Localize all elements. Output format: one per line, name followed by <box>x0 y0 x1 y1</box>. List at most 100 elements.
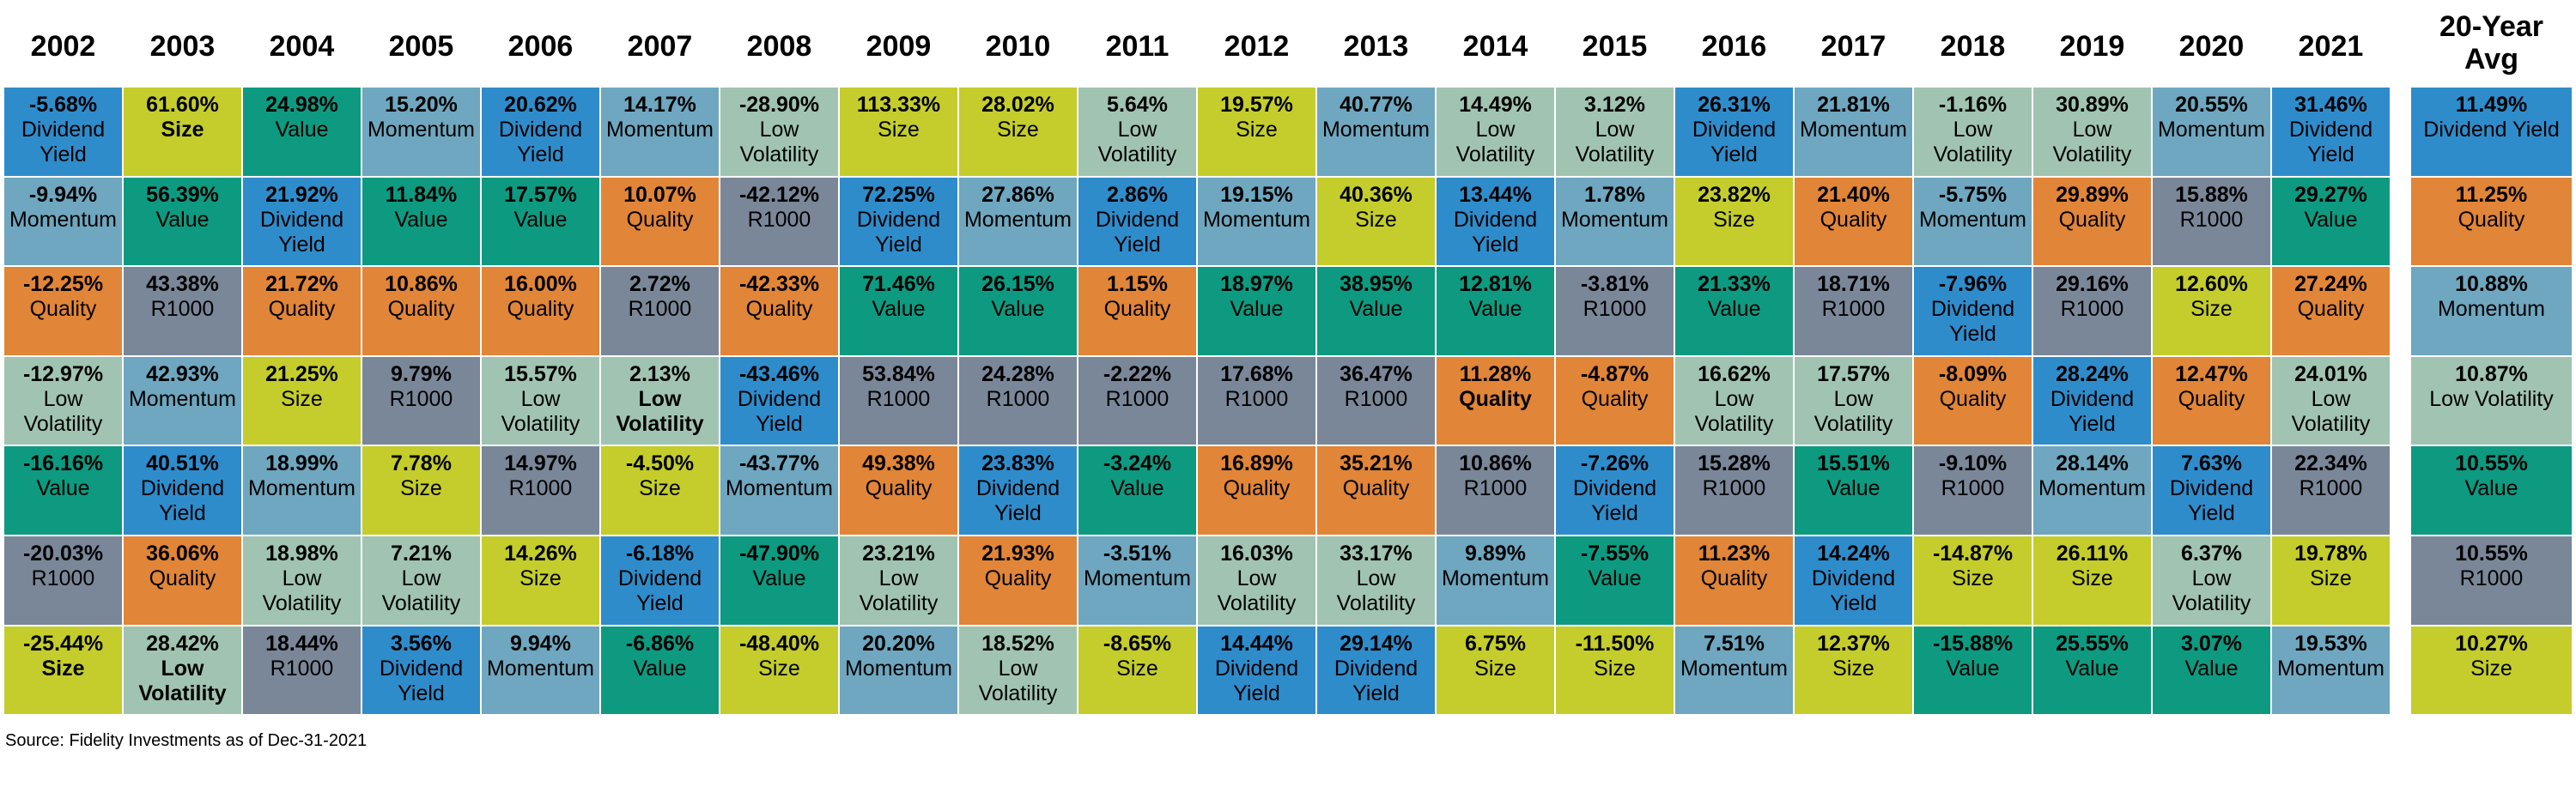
factor-cell: 24.01% Low Volatility <box>2271 355 2391 446</box>
cell-factor: Quality <box>1939 386 2007 411</box>
cell-factor: Size <box>1594 656 1636 681</box>
factor-cell: 14.49% Low Volatility <box>1436 87 1555 177</box>
factor-cell: 43.38% R1000 <box>123 266 242 356</box>
cell-factor: Low Volatility <box>501 386 580 436</box>
cell-value: 15.57% <box>504 361 577 386</box>
cell-value: 36.47% <box>1340 361 1413 386</box>
factor-cell: 5.64% Low Volatility <box>1078 87 1197 177</box>
factor-cell: -4.87% Quality <box>1555 355 1674 446</box>
factor-cell: 29.27% Value <box>2271 176 2391 267</box>
cell-factor: Size <box>519 566 562 590</box>
cell-factor: Low Volatility <box>138 656 227 705</box>
cell-factor: Quality <box>1581 386 1649 411</box>
cell-factor: Value <box>1588 566 1642 590</box>
cell-factor: Low Volatility <box>616 386 704 436</box>
year-header: 2018 <box>1940 30 2006 63</box>
cell-factor: Quality <box>984 566 1052 590</box>
factor-cell: 40.77% Momentum <box>1316 87 1436 177</box>
factor-cell: 11.84% Value <box>361 176 481 267</box>
cell-value: 11.28% <box>1459 361 1532 386</box>
factor-cell: 6.37% Low Volatility <box>2152 536 2271 626</box>
cell-factor: Value <box>1349 297 1403 322</box>
cell-value: 31.46% <box>2294 93 2367 117</box>
cell-factor: Dividend Yield <box>1930 297 2015 347</box>
cell-factor: R1000 <box>31 566 95 590</box>
cell-factor: R1000 <box>1224 386 1289 411</box>
cell-factor: Momentum <box>605 118 714 142</box>
cell-value: 17.57% <box>504 182 577 207</box>
cell-value: 23.83% <box>981 451 1054 476</box>
year-header: 2013 <box>1343 30 1409 63</box>
cell-value: 21.81% <box>1817 93 1890 117</box>
cell-factor: R1000 <box>866 386 931 411</box>
cell-value: 28.14% <box>2056 451 2129 476</box>
cell-value: 29.16% <box>2056 272 2129 297</box>
cell-value: 26.15% <box>981 272 1054 297</box>
year-header: 2015 <box>1582 30 1648 63</box>
cell-value: 16.03% <box>1220 542 1293 566</box>
cell-value: 49.38% <box>862 451 935 476</box>
year-header: 2010 <box>985 30 1051 63</box>
cell-value: -6.86% <box>625 631 695 656</box>
cell-value: 14.24% <box>1817 542 1890 566</box>
cell-value: 13.44% <box>1459 182 1532 207</box>
cell-value: -9.10% <box>1938 451 2008 476</box>
cell-value: 42.93% <box>146 361 219 386</box>
cell-factor: Value <box>155 207 210 232</box>
factor-cell: -28.90% Low Volatility <box>720 87 839 177</box>
cell-factor: Dividend Yield <box>1811 566 1896 615</box>
cell-value: 21.92% <box>265 182 338 207</box>
factor-cell: 17.68% R1000 <box>1197 355 1316 446</box>
cell-value: 40.77% <box>1340 93 1413 117</box>
cell-factor: Quality <box>1700 566 1768 590</box>
cell-value: 17.57% <box>1817 361 1890 386</box>
cell-value: 6.75% <box>1465 631 1526 656</box>
cell-factor: Dividend Yield <box>1095 207 1180 257</box>
cell-value: -3.81% <box>1580 272 1649 297</box>
average-header: 20-Year Avg <box>2439 10 2543 76</box>
factor-cell: -11.50% Size <box>1555 625 1674 716</box>
cell-value: 19.57% <box>1220 93 1293 117</box>
cell-value: 17.68% <box>1220 361 1293 386</box>
cell-factor: Dividend Yield <box>379 656 464 705</box>
cell-factor: Low Volatility <box>1814 386 1893 436</box>
cell-value: -42.12% <box>738 182 820 207</box>
cell-value: 61.60% <box>146 93 219 117</box>
cell-factor: Low Volatility <box>739 118 819 166</box>
factor-cell: 16.89% Quality <box>1197 445 1316 536</box>
cell-value: 21.33% <box>1698 272 1771 297</box>
cell-factor: Size <box>758 656 800 681</box>
factor-cell: 27.86% Momentum <box>958 176 1078 267</box>
factor-cell: 18.71% R1000 <box>1794 266 1913 356</box>
factor-cell: 15.28% R1000 <box>1674 445 1794 536</box>
cell-factor: Size <box>1474 656 1516 681</box>
cell-value: 72.25% <box>862 182 935 207</box>
factor-cell: 10.86% R1000 <box>1436 445 1555 536</box>
factor-cell: 26.11% Size <box>2032 536 2152 626</box>
factor-cell: -8.65% Size <box>1078 625 1197 716</box>
cell-factor: R1000 <box>2299 476 2363 501</box>
factor-cell: 10.27% Size <box>2410 625 2573 716</box>
cell-factor: Dividend Yield <box>1572 476 1657 526</box>
cell-factor: Dividend Yield <box>2288 118 2373 166</box>
factor-cell: 56.39% Value <box>123 176 242 267</box>
cell-factor: R1000 <box>270 656 334 681</box>
cell-value: 53.84% <box>862 361 935 386</box>
cell-value: -25.44% <box>22 631 104 656</box>
cell-factor: Dividend Yield <box>1214 656 1299 705</box>
cell-factor: Quality <box>1223 476 1291 501</box>
cell-factor: Size <box>1952 566 1994 590</box>
cell-factor: Value <box>1468 297 1522 322</box>
cell-value: -12.25% <box>22 272 104 297</box>
cell-value: 10.55% <box>2455 542 2528 566</box>
cell-value: 28.42% <box>146 631 219 656</box>
cell-factor: Low Volatility <box>23 386 103 436</box>
cell-factor: Size <box>997 118 1039 142</box>
cell-factor: Size <box>281 386 323 411</box>
factor-cell: 7.63% Dividend Yield <box>2152 445 2271 536</box>
cell-value: 7.63% <box>2181 451 2242 476</box>
factor-cell: 26.31% Dividend Yield <box>1674 87 1794 177</box>
cell-value: 14.97% <box>504 451 577 476</box>
factor-cell: 17.57% Low Volatility <box>1794 355 1913 446</box>
cell-factor: Size <box>1355 207 1397 232</box>
